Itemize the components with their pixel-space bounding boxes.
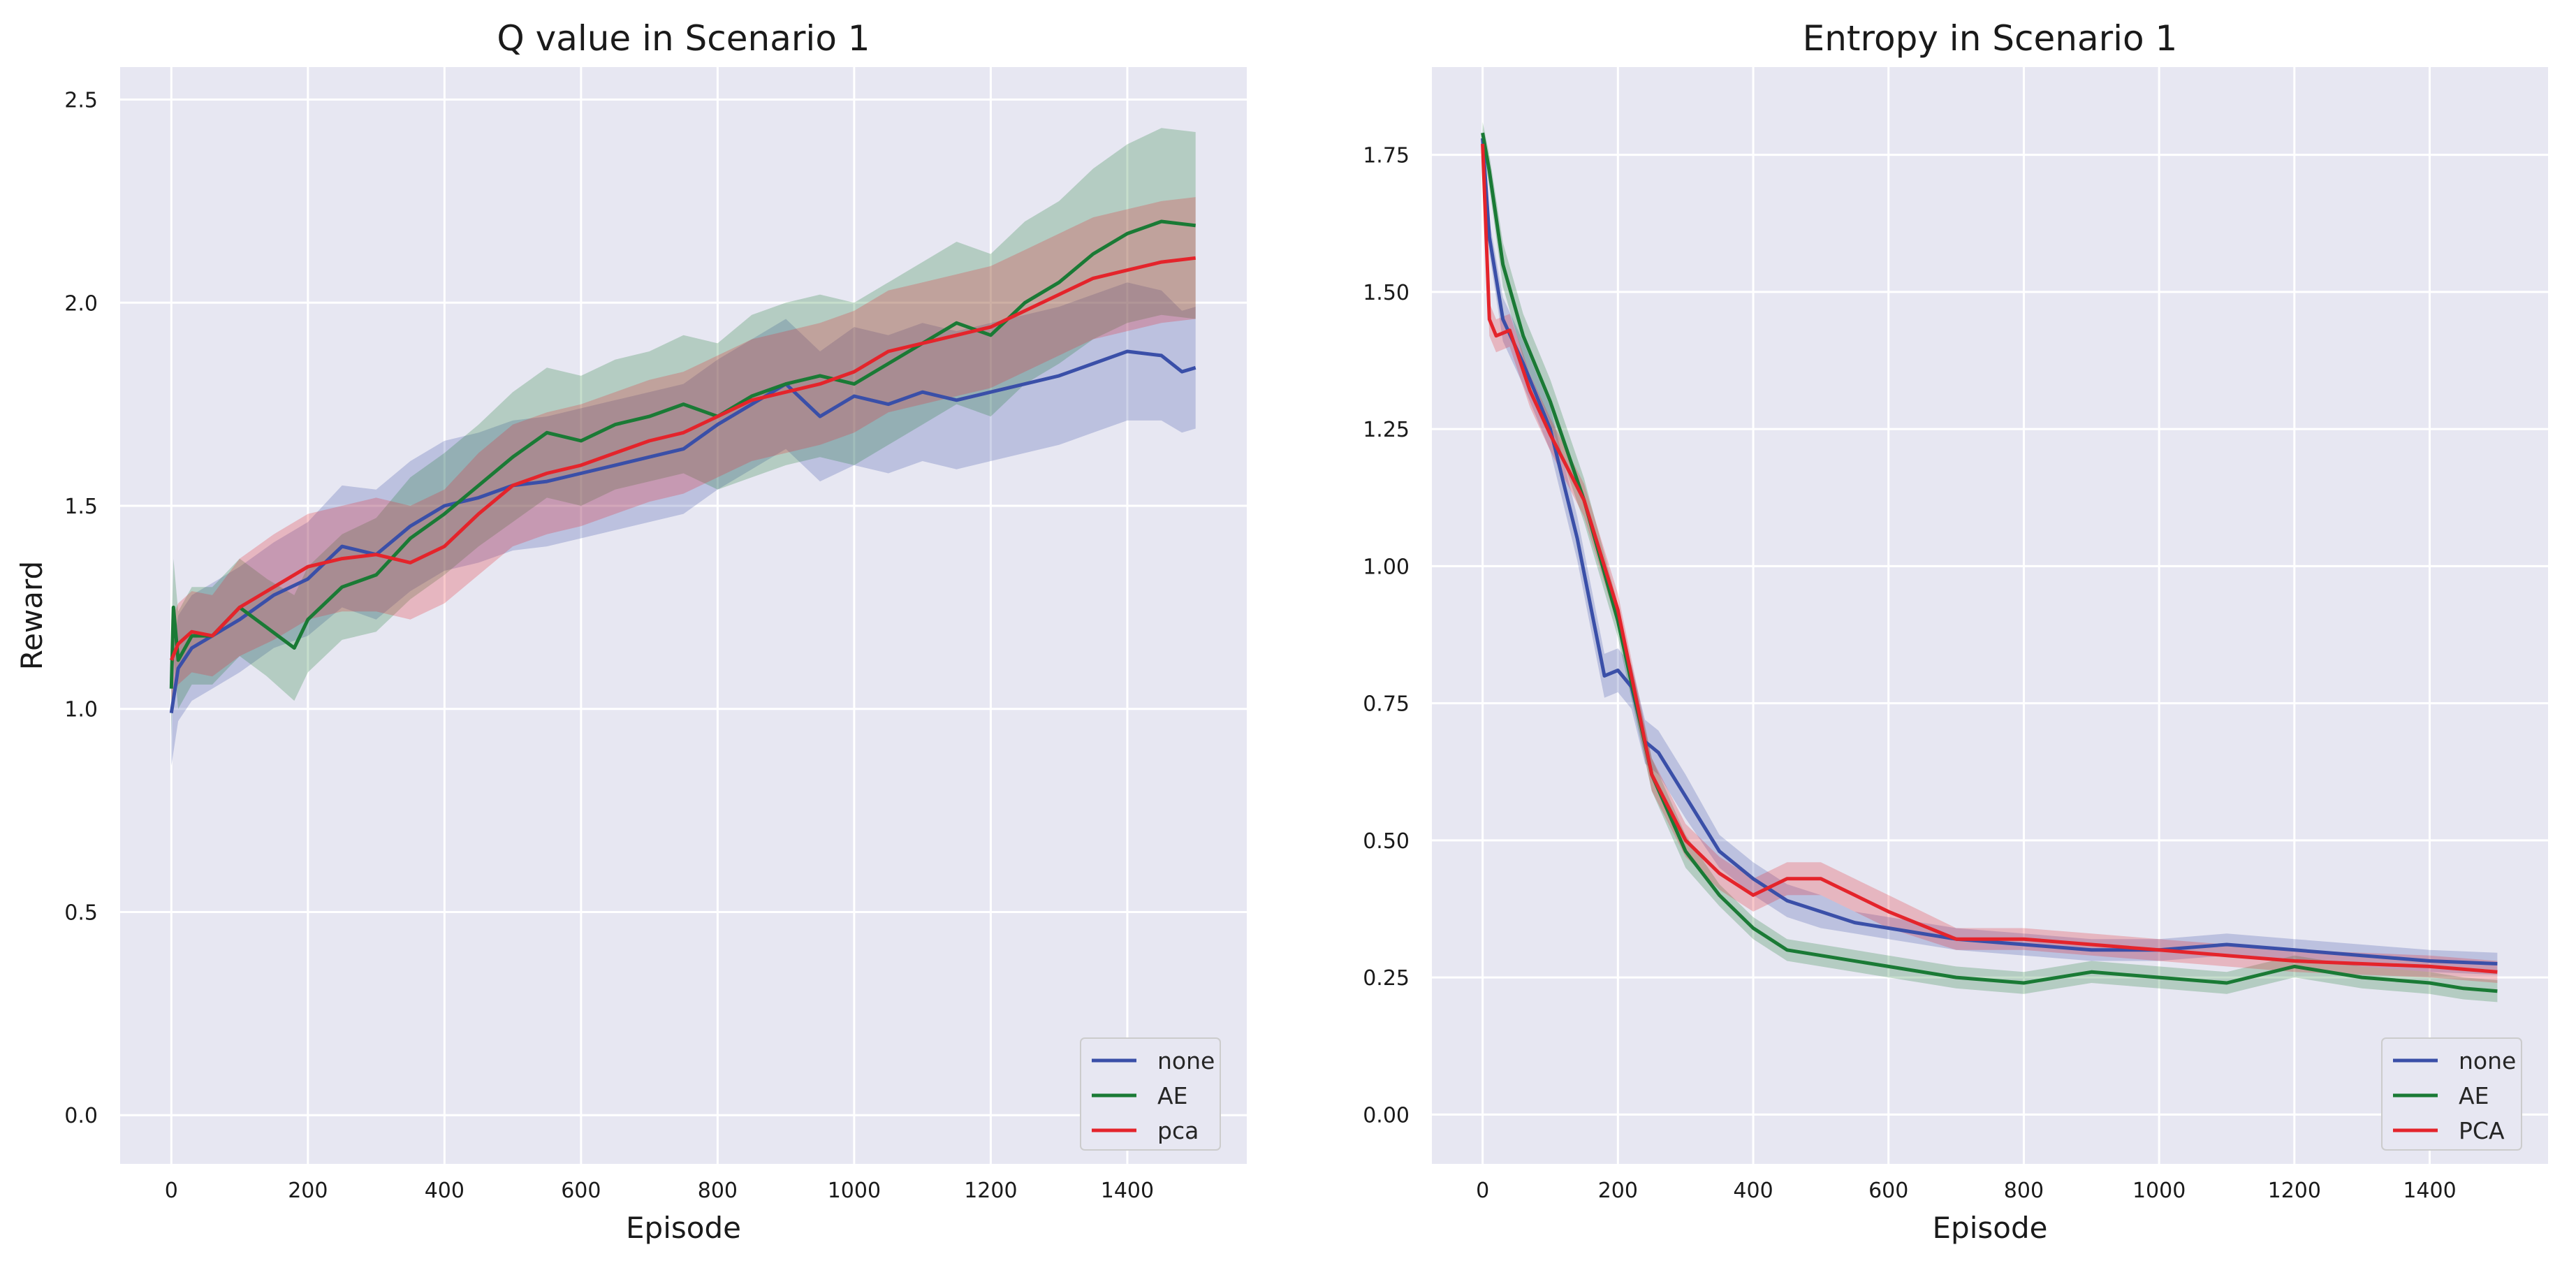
y-tick-label: 0.75 [1363,692,1410,717]
legend-box [2381,1037,2522,1151]
x-tick-label: 800 [698,1179,738,1203]
y-axis-label: Reward [15,561,49,670]
x-tick-label: 400 [425,1179,464,1203]
x-tick-label: 1000 [2132,1179,2186,1203]
gridlines [1432,67,2548,1164]
series-line-ae [169,219,1196,689]
x-tick-label: 400 [1733,1179,1773,1203]
plot-area [1432,67,2548,1164]
legend-label-pca: PCA [2459,1117,2505,1144]
band-none [171,282,1196,766]
x-tick-label: 1200 [964,1179,1017,1203]
x-tick-label: 800 [2004,1179,2044,1203]
x-tick-label: 600 [1868,1179,1908,1203]
y-tick-labels: 0.00 0.25 0.50 0.75 1.00 1.25 1.50 1.75 [1363,144,1410,1128]
legend: none AE PCA [2381,1037,2522,1151]
q-value-chart: 0 200 400 600 800 1000 1200 1400 0.0 0.5 1.0 1.5 2.… [15,18,1247,1245]
x-tick-label: 200 [1598,1179,1638,1203]
y-tick-label: 1.50 [1363,281,1410,305]
legend-box [1080,1037,1221,1151]
x-tick-label: 1400 [1101,1179,1154,1203]
y-tick-labels: 0.0 0.5 1.0 1.5 2.0 2.5 [64,89,98,1129]
series-line-ae [1481,132,2498,993]
y-tick-label: 0.00 [1363,1103,1410,1128]
entropy-chart: 0 200 400 600 800 1000 1200 1400 0.000.250.500.… [1363,18,2548,1245]
x-axis-label: Episode [1933,1211,2048,1245]
series-line-pca [1481,143,2498,974]
y-tick-label: 0.0 [64,1104,98,1128]
x-tick-labels: 0 200 400 600 800 1000 1200 1400 [165,1179,1154,1203]
y-tick-label: 2.0 [64,291,98,316]
x-tick-label: 600 [561,1179,601,1203]
legend: none AE pca [1080,1037,1221,1151]
y-tick-label: 0.25 [1363,966,1410,991]
y-tick-label: 1.25 [1363,418,1410,442]
gridlines [120,67,1247,1164]
x-tick-label: 1400 [2403,1179,2456,1203]
x-tick-label: 1000 [828,1179,881,1203]
x-axis-label: Episode [626,1211,741,1245]
x-tick-label: 0 [165,1179,178,1203]
series-line-pca [169,256,1196,661]
y-tick-label: 1.5 [64,495,98,519]
series-lines [1481,132,2498,993]
legend-label-ae: AE [1157,1082,1187,1109]
x-tick-label: 200 [288,1179,328,1203]
y-tick-label: 2.5 [64,89,98,113]
legend-label-ae: AE [2459,1082,2489,1109]
chart-title: Entropy in Scenario 1 [1803,18,2178,59]
y-tick-label: 1.0 [64,698,98,722]
legend-label-none: none [2459,1047,2516,1074]
x-tick-labels: 0 200 400 600 800 1000 1200 1400 [1476,1179,2457,1203]
series-lines [169,219,1196,713]
legend-label-none: none [1157,1047,1215,1074]
y-tick-label: 0.5 [64,901,98,925]
y-tick-label: 1.75 [1363,144,1410,168]
y-tick-label: 1.00 [1363,555,1410,579]
x-tick-label: 0 [1476,1179,1489,1203]
chart-title: Q value in Scenario 1 [497,18,870,59]
legend-label-pca: pca [1157,1117,1199,1144]
x-tick-label: 1200 [2268,1179,2321,1203]
series-line-none [169,349,1196,713]
y-tick-label: 0.50 [1363,829,1410,854]
series-line-none [1481,138,2498,965]
